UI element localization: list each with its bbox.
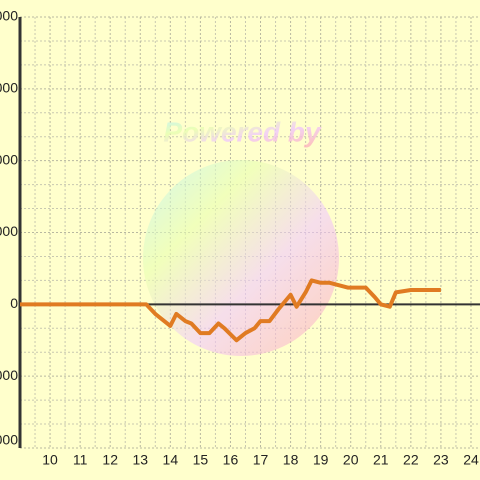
- x-tick-label: 10: [42, 452, 58, 468]
- grid: [20, 16, 480, 449]
- x-tick-label: 12: [102, 452, 118, 468]
- y-tick-label: 3,000: [0, 223, 18, 239]
- x-tick-label: 15: [193, 452, 209, 468]
- x-tick-label: 16: [223, 452, 239, 468]
- y-tick-label: 6,000: [0, 151, 18, 167]
- x-tick-label: 18: [283, 452, 299, 468]
- x-tick-label: 11: [73, 452, 88, 468]
- y-tick-label: -6,000: [0, 432, 18, 448]
- data-line: [20, 278, 441, 343]
- x-tick-label: 23: [433, 452, 449, 468]
- x-tick-label: 20: [343, 452, 359, 468]
- y-tick-label: 0: [10, 295, 18, 311]
- watermark-logo: [143, 160, 339, 356]
- x-tick-label: 21: [373, 452, 389, 468]
- watermark-text: Powered by: [163, 116, 322, 147]
- x-tick-label: 19: [313, 452, 329, 468]
- y-tick-label: 12,000: [0, 8, 18, 24]
- x-tick-label: 17: [253, 452, 269, 468]
- x-tick-label: 24: [463, 452, 479, 468]
- x-tick-label: 22: [403, 452, 419, 468]
- x-tick-label: 13: [132, 452, 148, 468]
- plot: -6,000 -3,000 0 3,000 6,000 9,000 12,000 10 11 12…: [0, 8, 480, 468]
- y-tick-label: -3,000: [0, 367, 18, 383]
- x-tick-label: 14: [163, 452, 179, 468]
- y-tick-label: 9,000: [0, 80, 18, 96]
